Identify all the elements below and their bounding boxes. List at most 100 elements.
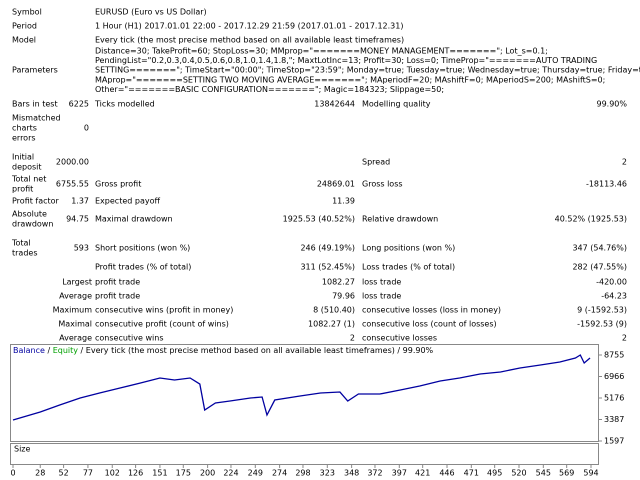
stat-prefix: Largest [62,278,92,287]
y-tick-label: 8755 [604,350,624,359]
x-tick-label: 520 [511,469,526,478]
stat-label: consecutive losses (loss in money) [362,306,501,315]
stat-prefix: Maximal [58,320,92,329]
stat-value: 13842644 [314,100,355,109]
stat-value: 311 (52.45%) [300,263,355,272]
stat-value: 8 (510.40) [313,306,355,315]
x-tick-label: 471 [464,469,479,478]
stat-label: Relative drawdown [362,215,438,224]
balance-line [12,354,591,421]
stat-label: Expected payoff [95,197,160,206]
parameter-line: SETTING======="; TimeStart="00:00"; Time… [95,66,640,75]
stat-prefix: Maximum [53,306,93,315]
stat-value: -420.00 [596,278,627,287]
stat-label: loss trade [362,292,401,301]
stat-value: 2 [350,334,355,343]
stat-label: profit [12,185,33,194]
stat-label: profit trade [95,292,140,301]
size-label: Size [14,445,31,454]
x-tick-label: 0 [10,469,15,478]
stat-value: 9 (-1592.53) [577,306,627,315]
stat-label: deposit [12,163,42,172]
stat-value: 94.75 [66,215,89,224]
stat-value: 1082.27 [322,278,355,287]
size-frame [10,443,599,465]
legend-separator: / [47,346,50,355]
stat-value: 40.52% (1925.53) [555,215,627,224]
stat-label: Total [11,239,31,248]
y-tick-label: 5176 [604,393,624,402]
x-tick-label: 52 [59,469,69,478]
stat-label: Short positions (won %) [95,244,190,253]
chart-header: Balance / Equity / Every tick (the most … [13,346,434,355]
stat-value: 1082.27 (1) [308,320,355,329]
stat-value: 1.37 [71,197,89,206]
stat-value: 282 (47.55%) [572,263,627,272]
stat-value: -64.23 [601,292,627,301]
stat-label: Profit trades (% of total) [95,263,191,272]
x-tick-label: 28 [35,469,45,478]
stat-label: Absolute [12,210,47,219]
stat-label: consecutive loss (count of losses) [362,320,497,329]
stat-value: -1592.53 (9) [577,320,627,329]
stat-value: 246 (49.19%) [300,244,355,253]
stat-value: 1925.53 (40.52%) [283,215,355,224]
stat-value: 6755.55 [56,180,89,189]
stat-label: charts [12,124,37,133]
legend-balance: Balance [13,346,45,355]
stat-label: Loss trades (% of total) [362,263,455,272]
x-tick-label: 175 [176,469,191,478]
info-value: Every tick (the most precise method base… [95,36,404,45]
stat-label: loss trade [362,278,401,287]
stat-label: errors [12,134,36,143]
stat-value: 6225 [69,100,89,109]
x-tick-label: 323 [320,469,335,478]
x-tick-label: 421 [415,469,430,478]
stat-label: Ticks modelled [94,100,155,109]
stat-value: 2000.00 [56,158,89,167]
chart-frame [10,344,599,442]
stat-prefix: Average [59,334,92,343]
stat-label: Modelling quality [362,100,431,109]
stat-value: 0 [84,124,89,133]
stat-value: 99.90% [596,100,627,109]
x-tick-label: 495 [487,469,502,478]
stat-value: -18113.46 [586,180,627,189]
stat-value: 11.39 [332,197,355,206]
stat-value: 79.96 [332,292,355,301]
stat-label: profit trade [95,278,140,287]
x-tick-label: 126 [128,469,143,478]
stat-label: Initial [12,153,34,162]
x-tick-label: 545 [536,469,551,478]
x-tick-label: 348 [344,469,359,478]
stat-label: consecutive wins (profit in money) [95,306,233,315]
y-tick-label: 3387 [604,415,624,424]
stat-label: Spread [362,158,390,167]
y-tick-label: 1597 [604,437,624,446]
x-tick-label: 298 [295,469,310,478]
stat-label: consecutive profit (count of wins) [95,320,229,329]
info-label: Period [12,22,37,31]
parameters-label: Parameters [12,66,58,75]
x-tick-label: 102 [105,469,120,478]
stat-label: consecutive wins [95,334,163,343]
stat-label: Profit factor [12,197,60,206]
x-tick-label: 446 [439,469,454,478]
parameter-line: PendingList="0.2,0.3,0.4,0.5,0.6,0.8,1.0… [95,56,597,65]
stat-value: 347 (54.76%) [572,244,627,253]
x-tick-label: 372 [367,469,382,478]
chart-subtitle: / Every tick (the most precise method ba… [81,346,434,355]
stat-value: 24869.01 [317,180,355,189]
x-tick-label: 397 [392,469,407,478]
legend-equity: Equity [53,346,79,355]
x-tick-label: 594 [583,469,598,478]
stat-label: Gross loss [362,180,403,189]
x-tick-label: 151 [152,469,167,478]
info-label: Symbol [12,8,42,17]
stat-label: Mismatched [12,114,61,123]
stat-label: trades [12,249,38,258]
stat-label: Bars in test [12,100,58,109]
parameter-line: Distance=30; TakeProfit=60; StopLoss=30;… [95,47,548,56]
x-tick-label: 569 [559,469,574,478]
